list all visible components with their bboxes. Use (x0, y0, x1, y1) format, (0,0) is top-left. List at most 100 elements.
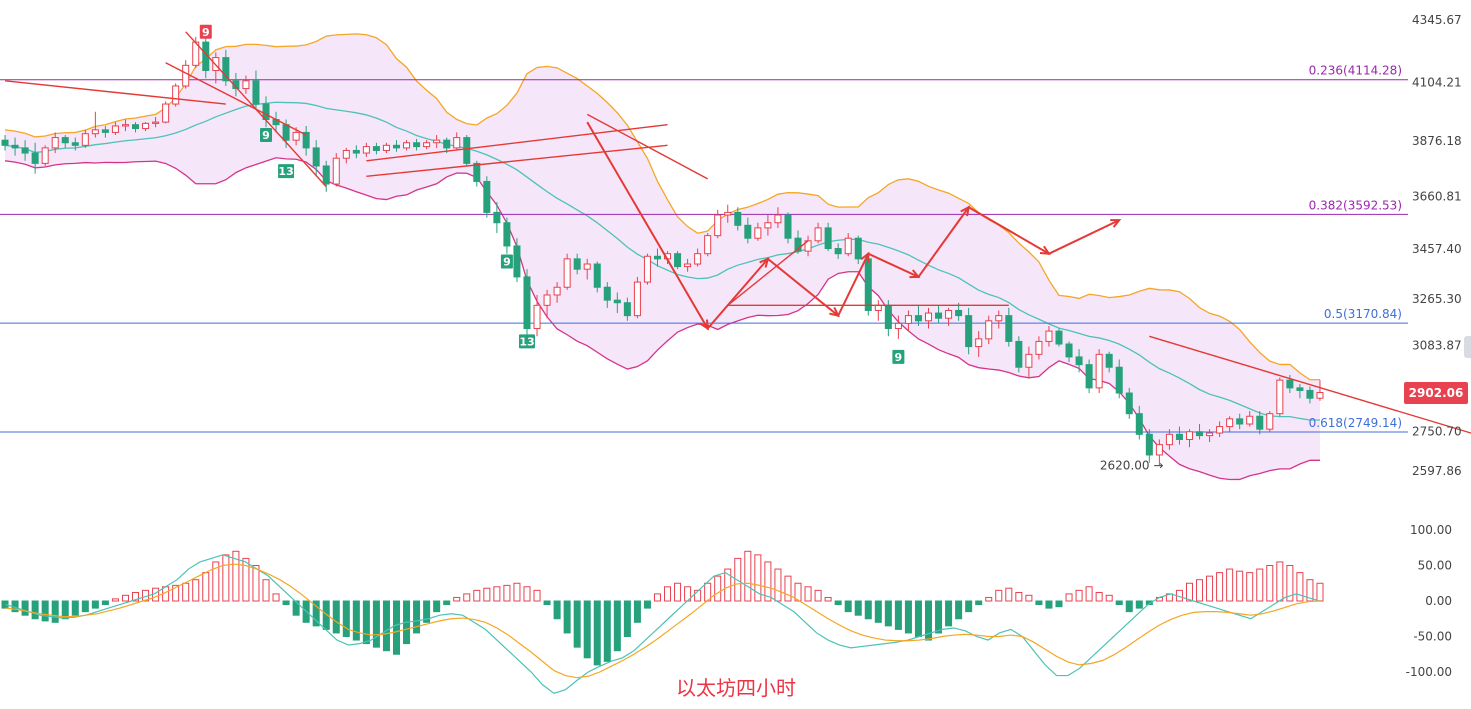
macd-histogram-bar (111, 598, 119, 602)
candle-body (744, 224, 752, 239)
macd-histogram-bar (854, 600, 862, 616)
candle-body (11, 144, 19, 149)
candle-body (152, 121, 160, 124)
macd-histogram-bar (51, 600, 59, 623)
macd-histogram-bar (392, 600, 401, 655)
candle-body (372, 146, 380, 151)
trend-line (586, 113, 709, 180)
macd-tick-label: 50.00 (1418, 559, 1452, 573)
candle-body (1135, 413, 1143, 435)
macd-dif-line (5, 554, 1320, 694)
macd-histogram-bar (1125, 600, 1133, 613)
macd-histogram-bar (232, 550, 240, 602)
td-marker-box (199, 24, 212, 39)
candle-body (874, 304, 882, 311)
price-tick-label: 2597.86 (1412, 464, 1462, 478)
td-marker-label: 9 (262, 129, 270, 142)
candle-body (985, 320, 993, 340)
candle-body (513, 245, 521, 278)
candle-body (704, 235, 712, 255)
candle-body (653, 255, 661, 260)
candle-body (242, 80, 250, 90)
macd-histogram-bar (694, 589, 702, 602)
macd-histogram-bar (332, 600, 340, 634)
macd-histogram-bar (41, 600, 49, 622)
macd-histogram-bar (623, 600, 631, 637)
candle-body (633, 281, 641, 317)
candle-body (322, 165, 330, 185)
macd-histogram-bar (593, 600, 601, 666)
candle-body (714, 214, 722, 237)
candle-body (132, 124, 140, 130)
td-marker-label: 9 (202, 26, 210, 39)
candle-body (844, 237, 852, 255)
candle-body (754, 227, 762, 239)
candle-body (1226, 418, 1234, 428)
candle-body (142, 122, 150, 130)
macd-histogram-bar (91, 600, 99, 609)
candle-body (573, 258, 581, 270)
candle-body (222, 57, 230, 82)
macd-histogram-bar (764, 561, 772, 602)
macd-histogram-bar (573, 600, 581, 648)
candle-body (282, 124, 290, 141)
macd-histogram-bar (935, 600, 943, 634)
bollinger-middle-line (4, 101, 1320, 421)
macd-histogram-bar (945, 600, 953, 627)
arrow-head (860, 251, 870, 263)
candle-body (794, 237, 802, 252)
candle-body (433, 139, 441, 144)
candle-body (694, 253, 702, 265)
trend-lines (4, 31, 1471, 434)
macd-histogram-bar (814, 589, 822, 602)
candle-body (583, 263, 591, 270)
macd-histogram-bar (1105, 594, 1113, 602)
macd-histogram-bar (443, 600, 451, 606)
candle-body (955, 309, 963, 317)
macd-histogram-bar (824, 596, 832, 602)
macd-histogram-bar (955, 600, 963, 620)
panel-collapse-handle[interactable] (1464, 336, 1471, 358)
candle-body (1296, 387, 1304, 391)
macd-histogram-bar (674, 582, 682, 602)
candle-body (764, 222, 772, 229)
candle-body (1035, 340, 1043, 355)
candle-body (724, 211, 732, 216)
price-tick-label: 3083.87 (1412, 339, 1462, 353)
macd-histogram-bar (794, 582, 802, 602)
candle-body (1085, 364, 1093, 389)
candle-body (292, 131, 300, 141)
candle-body (473, 162, 481, 182)
fibonacci-levels: 0.236(4114.28) 0.382(3592.53) 0.5(3170.84)… (0, 64, 1408, 433)
macd-histogram-bar (121, 594, 129, 602)
arrow-head (1110, 219, 1122, 228)
macd-histogram-bar (724, 568, 732, 602)
candle-body (392, 144, 401, 149)
candle-body (21, 147, 29, 154)
candle-body (362, 146, 370, 154)
candle-body (684, 263, 692, 268)
candle-body (423, 142, 431, 148)
macd-histogram-bar (1286, 565, 1294, 602)
td-markers: 9 9 13 9 13 9 (199, 24, 905, 364)
macd-histogram-bar (1316, 582, 1324, 602)
candle-body (533, 304, 541, 330)
macd-histogram-bar (352, 600, 360, 641)
macd-histogram-bar (413, 600, 421, 634)
macd-histogram-bar (503, 584, 511, 602)
macd-histogram-bar (1236, 570, 1244, 602)
macd-histogram-bar (894, 600, 902, 630)
macd-histogram-bar (202, 572, 210, 602)
macd-histogram-bar (995, 589, 1003, 602)
price-tick-label: 4345.67 (1412, 13, 1462, 27)
candle-body (1115, 366, 1123, 394)
candle-body (1185, 431, 1194, 440)
candle-body (1075, 356, 1083, 366)
macd-histogram-bar (212, 561, 220, 602)
current-price-tag: 2902.06 (1404, 381, 1468, 404)
macd-histogram-bar (272, 593, 280, 602)
macd-tick-label: -50.00 (1413, 630, 1452, 644)
macd-histogram-bar (804, 586, 812, 602)
